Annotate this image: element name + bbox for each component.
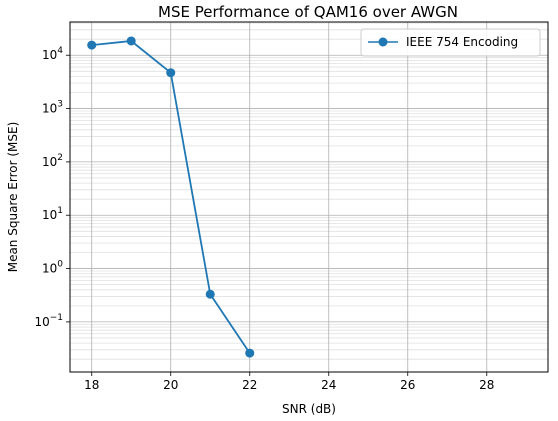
data-point — [87, 40, 97, 50]
y-tick-label: 100 — [42, 260, 63, 276]
legend-box — [360, 28, 541, 57]
x-tick-label: 28 — [479, 378, 494, 392]
series-layer — [87, 36, 255, 358]
data-point — [166, 68, 176, 78]
plot-background — [70, 22, 548, 372]
y-tick-label: 101 — [42, 206, 63, 222]
y-axis-label: Mean Square Error (MSE) — [6, 122, 20, 273]
x-tick-label: 20 — [163, 378, 178, 392]
data-point — [205, 289, 215, 299]
x-tick-label: 22 — [242, 378, 257, 392]
legend-marker — [378, 37, 388, 47]
x-tick-label: 18 — [84, 378, 99, 392]
chart-title: MSE Performance of QAM16 over AWGN — [158, 3, 458, 21]
data-point — [245, 348, 255, 358]
legend-label: IEEE 754 Encoding — [406, 35, 518, 49]
x-axis-label: SNR (dB) — [282, 402, 336, 416]
y-tick-label: 104 — [42, 46, 63, 62]
plot-frame — [69, 21, 549, 373]
y-tick-label: 10−1 — [34, 313, 63, 329]
x-tick-label: 24 — [321, 378, 336, 392]
axes: 104 103 102 101 100 10−1 18 20 22 24 26 28 — [34, 46, 494, 392]
y-tick-label: 103 — [42, 100, 63, 116]
y-tick-label: 102 — [42, 153, 63, 169]
x-tick-label: 26 — [400, 378, 415, 392]
grid — [70, 22, 548, 372]
legend: IEEE 754 Encoding — [360, 28, 541, 57]
data-point — [126, 36, 136, 46]
